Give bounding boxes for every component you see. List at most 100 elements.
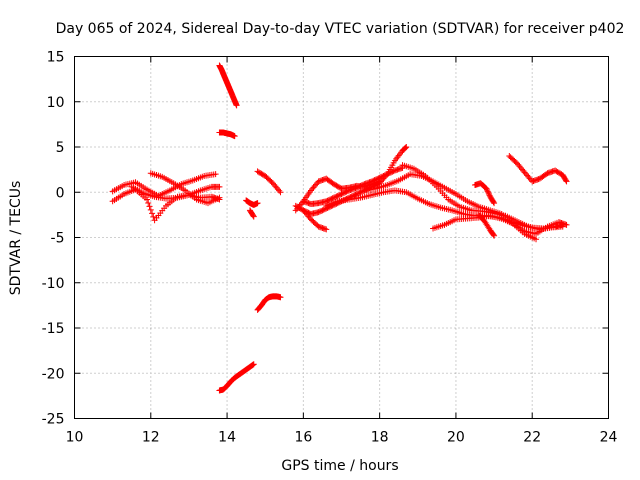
data-point [351,192,358,199]
data-point [335,192,342,199]
y-tick-label: -5 [51,231,65,247]
data-point [324,197,331,204]
data-point [355,184,362,191]
series-track-j [246,207,257,220]
x-tick-label: 20 [447,430,465,446]
data-point [231,133,238,140]
data-point [402,145,409,152]
data-point [375,175,382,182]
data-point [543,171,550,178]
data-point [318,207,325,214]
data-point [355,190,362,197]
data-point [216,194,223,201]
series-track-r [399,162,566,233]
data-point [403,144,410,150]
data-point [250,361,257,368]
data-point [369,178,376,185]
chart-title: Day 065 of 2024, Sidereal Day-to-day VTE… [56,21,625,37]
x-tick-label: 16 [294,430,312,446]
series-track-s [430,212,570,237]
y-tick-label: 0 [56,185,65,201]
series-track-t [472,180,498,207]
series-track-c [147,170,223,207]
data-point [315,209,322,216]
series-track-f [216,129,238,140]
x-tick-label: 12 [142,430,160,446]
data-point [358,182,365,189]
grid-layer [74,56,609,419]
data-point [316,208,323,215]
data-point [250,213,257,220]
data-point [352,191,359,198]
x-tick-label: 22 [523,430,541,446]
data-point [356,183,363,190]
data-point [337,191,344,198]
data-point [334,192,341,199]
x-tick-label: 14 [218,430,236,446]
series-track-h [254,293,284,313]
data-point [323,226,330,233]
data-point [485,191,492,198]
data-point [358,188,365,195]
data-point [491,232,498,239]
data-point [332,194,339,201]
data-point [483,185,490,192]
data-point [490,231,497,238]
data-point [372,176,379,183]
data-point [212,171,219,178]
data-point [360,181,367,188]
series-track-n [292,144,410,217]
x-tick-label: 18 [371,430,389,446]
y-tick-label: -20 [42,366,65,382]
data-point [149,210,156,217]
series-track-k [254,168,284,196]
data-point [342,189,349,196]
marks-layer [109,62,570,394]
x-axis-label: GPS time / hours [281,458,398,474]
series-track-q [361,171,540,243]
data-point [356,189,363,196]
data-point [330,194,337,201]
series-track-e [216,62,240,109]
data-point [268,178,275,185]
y-tick-label: -15 [42,321,65,337]
data-point [319,207,326,214]
data-point [562,177,569,184]
data-point [343,188,350,195]
y-axis-label: SDTVAR / TECUs [8,181,24,296]
data-point [147,206,154,213]
series-track-d [128,183,223,202]
data-point [333,193,340,200]
y-tick-label: 5 [56,140,65,156]
x-tick-label: 10 [66,430,84,446]
data-point [563,178,570,185]
data-point [329,195,336,202]
y-tick-label: -25 [42,412,65,428]
data-point [563,221,570,228]
series-track-i [243,197,261,208]
data-point [321,206,328,213]
data-point [370,177,377,184]
data-point [143,196,150,203]
data-point [490,199,497,206]
data-point [371,177,378,184]
data-point [254,200,261,207]
data-point [145,199,152,206]
data-point [512,159,519,166]
series-track-g [216,361,257,394]
data-point [484,186,491,193]
data-point [328,195,335,202]
data-point [339,190,346,197]
data-point [374,181,381,188]
data-point [344,188,351,195]
y-tick-label: -10 [42,276,65,292]
data-point [320,206,327,213]
data-point [277,294,284,301]
data-point [250,212,257,219]
y-tick-label: 15 [47,50,65,66]
data-point [491,200,498,207]
data-point [341,189,348,196]
data-point [146,203,153,210]
series-track-u [475,211,498,239]
